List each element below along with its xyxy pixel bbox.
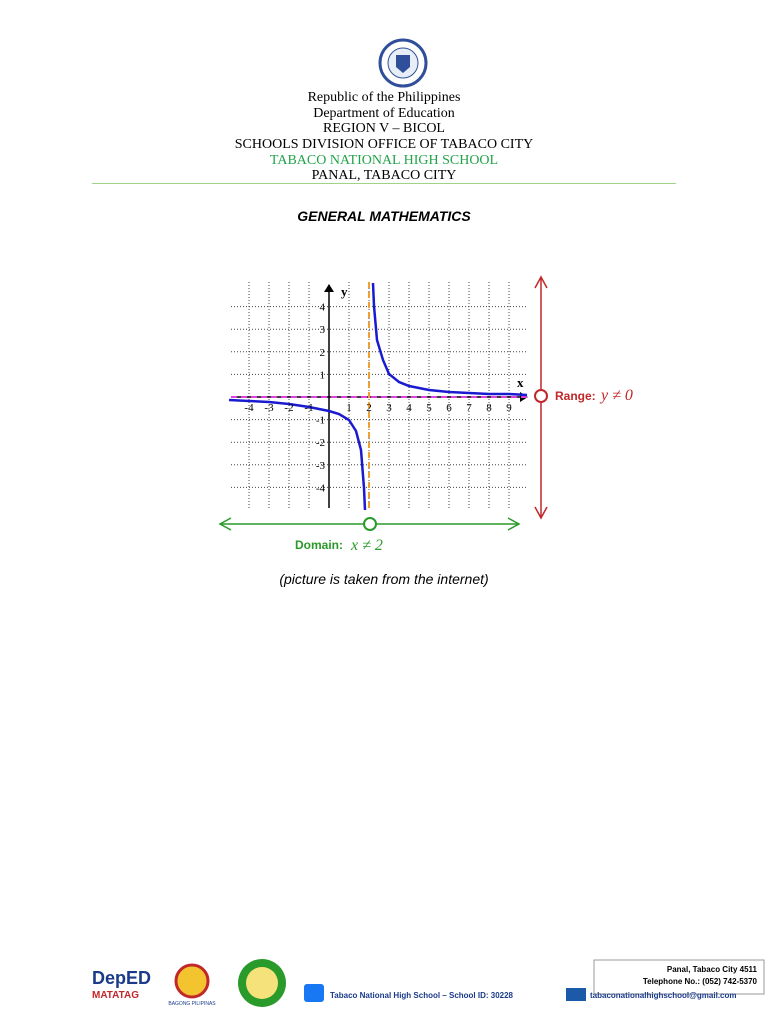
range-expr: y ≠ 0: [599, 387, 633, 404]
footer: DepED MATATAG BAGONG PILIPINAS Tabaco Na…: [92, 959, 765, 1007]
y-tick-label: -4: [316, 482, 326, 494]
y-tick-label: -3: [316, 460, 326, 472]
seal-shield: [396, 55, 410, 73]
curve-right: [371, 282, 528, 397]
caption: (picture is taken from the internet): [279, 571, 489, 587]
figure: Range: y ≠ 0 Domain: x ≠ 2 x y -4 -3 -2 -1 1…: [218, 275, 633, 554]
x-tick-label: 9: [506, 402, 512, 414]
x-tick-label: 7: [466, 402, 472, 414]
header-line: REGION V – BICOL: [323, 121, 445, 136]
domain-hole: [363, 517, 377, 531]
header-rule: [92, 183, 676, 184]
doc-title: GENERAL MATHEMATICS: [297, 208, 471, 224]
y-tick-label: 4: [320, 302, 326, 314]
bagong-pilipinas-text: BAGONG PILIPINAS: [168, 1001, 216, 1007]
contact-telephone: Telephone No.: (052) 742-5370: [643, 977, 758, 986]
facebook-icon: [304, 984, 324, 1002]
x-tick-label: 8: [486, 402, 492, 414]
domain-label: Domain:: [295, 538, 343, 552]
curve-left: [228, 398, 367, 511]
school-seal-inner: [246, 967, 278, 999]
x-tick-label: -2: [284, 402, 293, 414]
header-line: SCHOOLS DIVISION OFFICE OF TABACO CITY: [234, 137, 534, 152]
facebook-text: Tabaco National High School – School ID:…: [330, 991, 514, 1000]
deped-logo: DepED: [92, 968, 151, 988]
range-hole: [534, 389, 548, 403]
header-line: Department of Education: [313, 106, 455, 121]
email-icon: [566, 988, 586, 1001]
x-tick-label: -3: [264, 402, 274, 414]
x-tick-label: 6: [446, 402, 452, 414]
y-tick-label: 3: [320, 324, 326, 336]
x-tick-label: -1: [304, 402, 313, 414]
seal-area: [378, 38, 428, 88]
x-axis-label: x: [517, 375, 524, 390]
x-tick-label: 5: [426, 402, 432, 414]
matatag-logo: MATATAG: [92, 990, 139, 1001]
bagong-pilipinas-logo: [174, 963, 210, 999]
axis-arrows: [324, 284, 528, 402]
range-label: Range:: [555, 389, 596, 403]
range-arrowheads: [534, 275, 548, 520]
y-tick-label: -1: [316, 415, 325, 427]
school-name: TABACO NATIONAL HIGH SCHOOL: [269, 153, 499, 168]
x-tick-label: -4: [244, 402, 254, 414]
contact-box: [593, 959, 765, 995]
domain-arrowheads: [218, 517, 521, 531]
y-tick-label: 2: [320, 347, 326, 359]
x-tick-label: 3: [386, 402, 392, 414]
x-tick-label: 2: [366, 402, 372, 414]
contact-address: Panal, Tabaco City 4511: [667, 965, 758, 974]
y-tick-label: -2: [316, 437, 325, 449]
y-axis-label: y: [341, 284, 348, 299]
email-text: tabaconationalhighschool@gmail.com: [590, 991, 736, 1000]
x-tick-label: 1: [346, 402, 352, 414]
y-tick-label: 1: [320, 369, 326, 381]
x-tick-label: 4: [406, 402, 412, 414]
header-line: Republic of the Philippines: [307, 90, 461, 105]
school-address: PANAL, TABACO CITY: [311, 168, 457, 183]
domain-expr: x ≠ 2: [350, 537, 383, 554]
